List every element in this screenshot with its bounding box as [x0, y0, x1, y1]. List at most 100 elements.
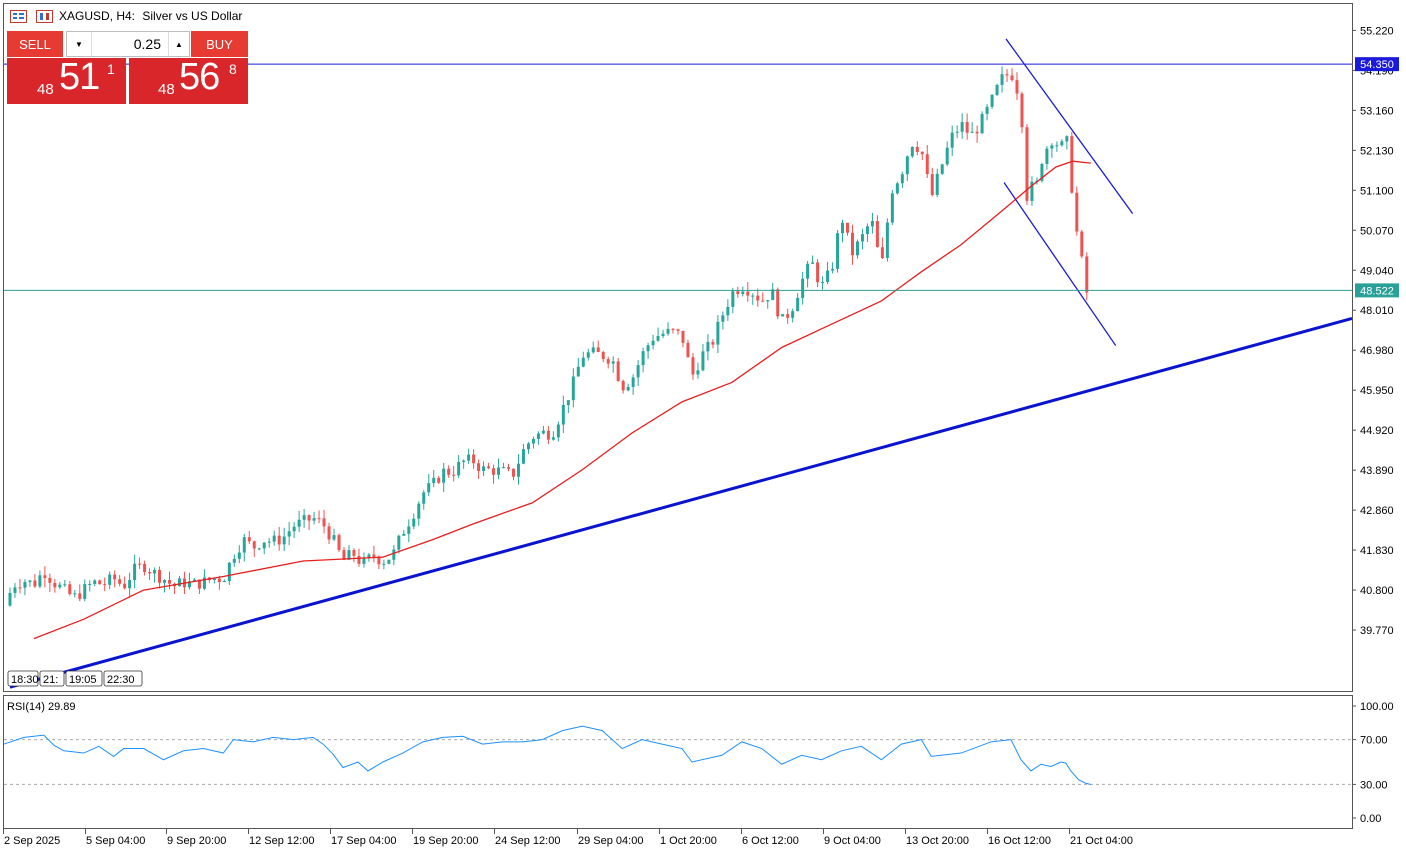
candle-body	[352, 550, 356, 556]
price-tick-label: 39.770	[1360, 625, 1394, 637]
buy-button[interactable]: BUY	[191, 31, 248, 57]
chart-window-icon[interactable]	[10, 10, 27, 23]
candle-body	[561, 404, 565, 425]
candle-body	[123, 583, 127, 589]
candle-body	[212, 578, 216, 581]
candle-body	[407, 526, 411, 534]
price-tick-label: 48.010	[1360, 305, 1394, 317]
candle-body	[586, 352, 590, 358]
time-tick-label: 2 Sep 2025	[4, 835, 60, 847]
candle-body	[1010, 75, 1014, 81]
candle-body	[442, 468, 446, 483]
candle-body	[636, 365, 640, 378]
candle-body	[836, 233, 840, 269]
candle-body	[955, 131, 959, 133]
candle-body	[511, 468, 515, 477]
bid-price-tag-text: 48.522	[1360, 285, 1394, 297]
candle-body	[845, 222, 849, 233]
candle-body	[73, 593, 77, 595]
rsi-tick-label: 30.00	[1360, 779, 1388, 791]
candle-body	[427, 483, 431, 493]
candle-body	[651, 340, 655, 346]
candle-body	[1045, 148, 1049, 164]
time-tick-label: 24 Sep 12:00	[495, 835, 560, 847]
time-markers: 18:30 21: 19:05 22:30	[7, 670, 143, 687]
price-tick-label: 43.890	[1360, 465, 1394, 477]
candle-body	[133, 563, 137, 581]
candle-body	[711, 341, 715, 345]
candle-body	[806, 263, 810, 279]
candle-body	[177, 578, 181, 587]
lot-size-input[interactable]: 0.25	[133, 36, 161, 52]
candle-body	[422, 492, 426, 504]
one-click-trading-icon[interactable]	[36, 10, 53, 23]
candle-body	[885, 222, 889, 259]
candle-body	[786, 314, 790, 318]
candle-body	[382, 563, 386, 565]
time-tick-label: 13 Oct 20:00	[906, 835, 969, 847]
candle-body	[526, 443, 530, 450]
candle-body	[816, 262, 820, 283]
candle-body	[1000, 74, 1004, 85]
candle-body	[497, 467, 501, 475]
candle-body	[576, 366, 580, 377]
candle-body	[118, 579, 122, 584]
candle-body	[192, 579, 196, 582]
candle-body	[377, 556, 381, 565]
lot-size-stepper[interactable]: ▼ 0.25 ▲	[66, 31, 190, 57]
candle-body	[726, 306, 730, 316]
candle-body	[103, 584, 107, 586]
candle-body	[850, 232, 854, 256]
time-tick-label: 6 Oct 12:00	[742, 835, 799, 847]
candle-body	[641, 351, 645, 366]
candle-body	[197, 579, 201, 589]
candle-body	[661, 333, 665, 337]
candle-body	[1015, 80, 1019, 94]
candle-body	[970, 131, 974, 133]
candle-body	[1050, 145, 1054, 149]
candle-body	[432, 477, 436, 484]
sell-button[interactable]: SELL	[7, 31, 63, 57]
price-tick-label: 51.100	[1360, 185, 1394, 197]
price-axis: 55.22054.19053.16052.13051.10050.07049.0…	[1352, 25, 1394, 637]
time-tick-label: 21 Oct 04:00	[1070, 835, 1133, 847]
candle-body	[551, 437, 555, 440]
rsi-layer	[3, 725, 1352, 786]
candle-body	[766, 300, 770, 302]
candle-body	[437, 477, 441, 483]
candle-body	[985, 106, 989, 114]
time-tick-label: 9 Oct 04:00	[824, 835, 881, 847]
candle-body	[721, 315, 725, 322]
candle-body	[237, 552, 241, 559]
candle-body	[606, 359, 610, 364]
candle-body	[282, 536, 286, 545]
candle-body	[1085, 256, 1089, 293]
buy-price-button[interactable]: 48 56 8	[129, 56, 248, 104]
candle-body	[307, 515, 311, 521]
candle-body	[736, 291, 740, 295]
candle-body	[168, 580, 172, 584]
moving-average-line	[33, 160, 1091, 640]
price-tick-label: 44.920	[1360, 425, 1394, 437]
candle-body	[347, 550, 351, 560]
candle-body	[302, 515, 306, 520]
candle-body	[631, 377, 635, 387]
lot-decrease-icon[interactable]: ▼	[67, 32, 92, 56]
candle-body	[1040, 163, 1044, 181]
candle-body	[855, 241, 859, 256]
sell-price-button[interactable]: 48 51 1	[7, 56, 126, 104]
bid-price-tag	[1355, 283, 1399, 298]
candle-body	[1020, 93, 1024, 128]
candle-body	[531, 438, 535, 444]
candle-body	[322, 518, 326, 527]
price-tick-label: 55.220	[1360, 25, 1394, 37]
candle-body	[860, 234, 864, 242]
price-tick-label: 40.800	[1360, 585, 1394, 597]
candle-body	[925, 154, 929, 175]
candle-body	[915, 146, 919, 152]
lot-increase-icon[interactable]: ▲	[168, 32, 189, 56]
candle-body	[267, 541, 271, 543]
candle-body	[741, 291, 745, 295]
candle-body	[28, 580, 32, 582]
